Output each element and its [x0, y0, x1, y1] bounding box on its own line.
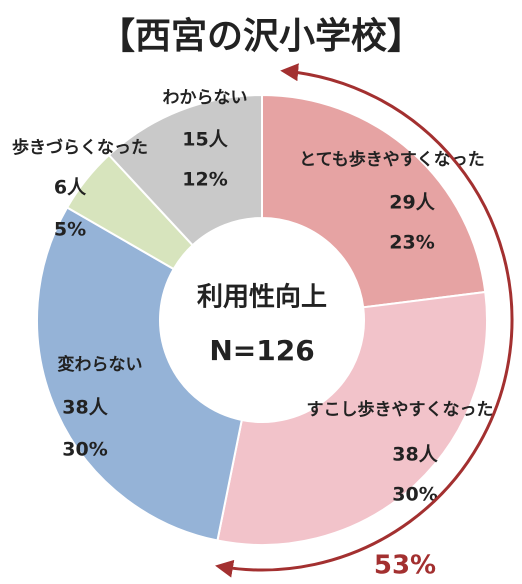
- segment-label: 歩きづらくなった: [12, 137, 148, 158]
- value-label: 38人: [392, 444, 438, 466]
- percent-label: 23%: [389, 232, 434, 254]
- percent-label: 5%: [54, 219, 86, 241]
- percent-label: 12%: [182, 169, 227, 191]
- value-label: 15人: [182, 129, 228, 151]
- percent-label: 30%: [62, 439, 107, 461]
- segment-label: わからない: [163, 88, 248, 108]
- annotation-arrow: [215, 63, 514, 578]
- center-subtitle: N=126: [209, 334, 314, 367]
- donut-segment: [261, 93, 487, 309]
- chart-title: 【西宮の沢小学校】: [99, 15, 423, 57]
- value-label: 38人: [62, 397, 108, 419]
- percent-label: 30%: [392, 484, 437, 506]
- segment-label: とても歩きやすくなった: [299, 149, 485, 170]
- value-label: 6人: [54, 177, 87, 199]
- segment-label: すこし歩きやすくなった: [307, 399, 494, 420]
- annotation: 53%: [374, 551, 436, 581]
- segment-label: 変わらない: [58, 354, 143, 375]
- donut-segment: [36, 206, 243, 542]
- center-title: 利用性向上: [197, 282, 327, 313]
- value-label: 29人: [389, 192, 435, 214]
